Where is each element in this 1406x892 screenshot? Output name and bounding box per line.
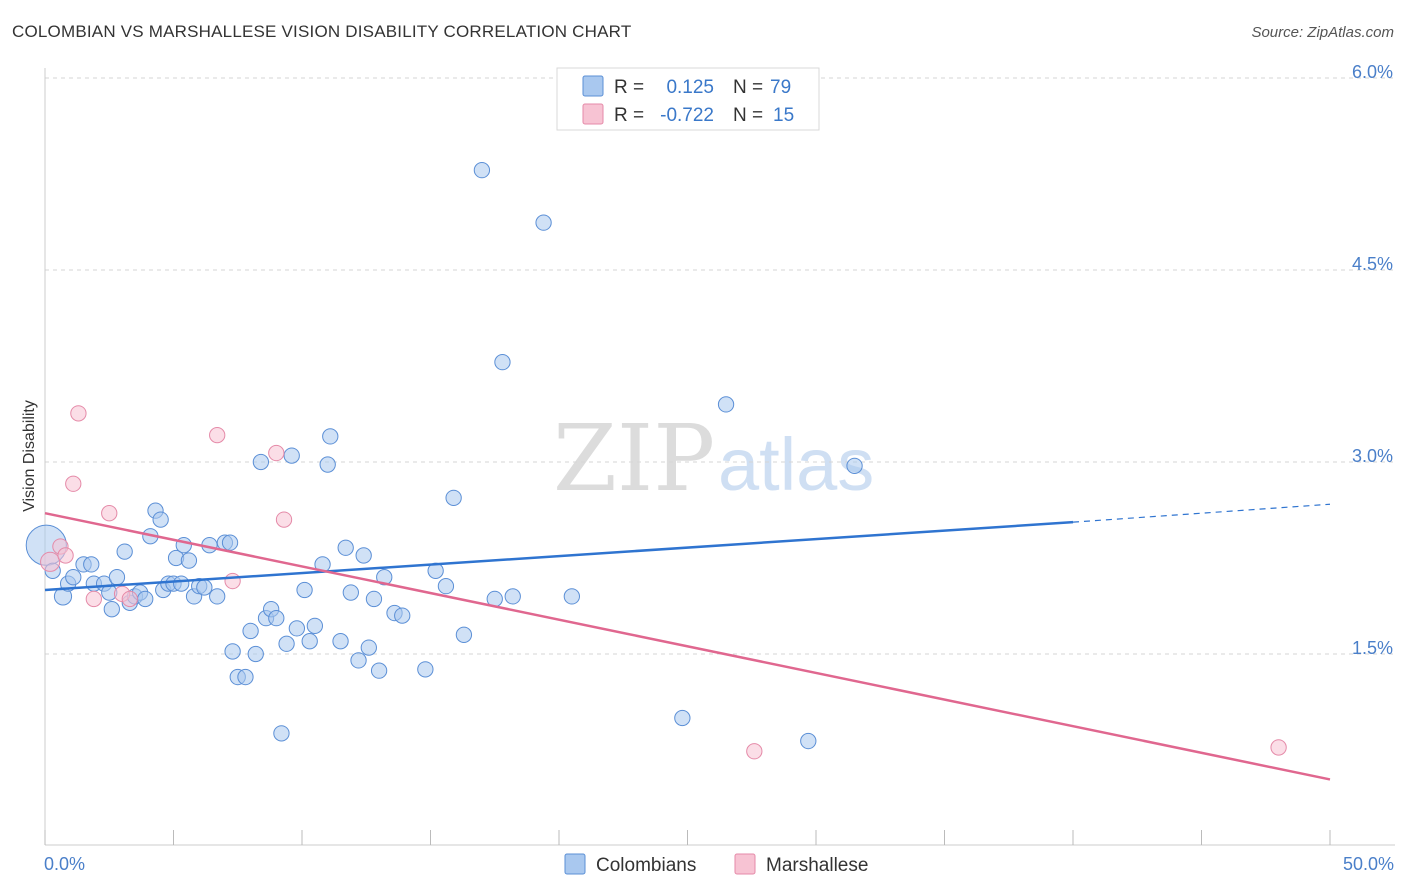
x-tick-label-max: 50.0%	[1343, 854, 1394, 874]
trend-line-colombians-extension	[1072, 503, 1331, 523]
y-axis-label: Vision Disability	[21, 400, 38, 512]
point-colombians-47	[296, 581, 313, 599]
legend-n-value-colombians: 79	[770, 77, 791, 98]
point-colombians-68	[455, 626, 473, 643]
point-colombians-73	[535, 214, 552, 231]
point-colombians-49	[306, 617, 324, 634]
source-text: Source: ZipAtlas.com	[1251, 24, 1394, 41]
bottom-legend-swatch-marshallese	[734, 853, 756, 875]
point-colombians-48	[301, 633, 318, 650]
point-colombians-75	[674, 709, 691, 727]
point-marshallese-2	[57, 547, 74, 564]
point-colombians-42	[268, 610, 285, 627]
point-colombians-51	[319, 456, 336, 473]
legend-r-label-marshallese: R =	[614, 105, 644, 126]
point-colombians-72	[504, 588, 521, 605]
legend-r-value-marshallese: -0.722	[660, 105, 714, 126]
point-colombians-64	[417, 661, 434, 678]
bottom-legend-label-colombians: Colombians	[596, 855, 696, 876]
point-colombians-33	[221, 534, 239, 551]
point-marshallese-3	[65, 475, 82, 492]
point-colombians-6	[83, 556, 100, 573]
point-marshallese-4	[70, 405, 87, 422]
y-tick-label-3: 6.0%	[1352, 62, 1393, 82]
point-colombians-63	[394, 607, 411, 624]
point-colombians-56	[350, 652, 367, 669]
trend-lines	[44, 503, 1331, 781]
chart-title: COLOMBIAN VS MARSHALLESE VISION DISABILI…	[12, 22, 632, 41]
point-marshallese-5	[85, 590, 102, 608]
data-points	[25, 162, 1287, 760]
point-colombians-69	[473, 162, 491, 179]
x-axis-ticks	[44, 830, 1331, 845]
grid-lines	[45, 77, 1395, 655]
point-colombians-58	[360, 639, 377, 656]
point-colombians-52	[322, 428, 339, 445]
point-colombians-55	[342, 584, 359, 601]
point-marshallese-12	[275, 511, 293, 528]
point-colombians-74	[563, 588, 580, 605]
legend-box: R = 0.125 N = 79 R = -0.722 N = 15	[556, 67, 820, 131]
bottom-legend-swatch-colombians	[564, 853, 586, 875]
point-colombians-71	[494, 354, 511, 371]
point-colombians-66	[437, 578, 455, 595]
y-tick-label-0: 1.5%	[1352, 638, 1393, 658]
point-colombians-26	[180, 552, 198, 569]
legend-n-value-marshallese: 15	[773, 105, 794, 126]
point-colombians-10	[103, 601, 120, 618]
bottom-legend-label-marshallese: Marshallese	[766, 855, 868, 876]
point-colombians-54	[337, 539, 354, 556]
source-credit: Source: ZipAtlas.com	[1251, 24, 1394, 41]
point-colombians-37	[242, 622, 259, 640]
point-colombians-59	[365, 590, 383, 608]
point-colombians-77	[800, 732, 817, 750]
point-colombians-43	[273, 725, 290, 742]
point-colombians-11	[108, 569, 126, 586]
point-colombians-61	[376, 569, 393, 586]
bottom-legend: Colombians Marshallese	[564, 853, 868, 876]
legend-n-label-marshallese: N =	[733, 105, 763, 126]
point-colombians-57	[355, 547, 372, 564]
legend-n-label-colombians: N =	[733, 77, 763, 98]
point-colombians-78	[846, 457, 863, 474]
point-colombians-12	[116, 543, 133, 560]
point-colombians-46	[288, 620, 306, 637]
point-marshallese-0	[40, 551, 61, 572]
point-colombians-19	[152, 511, 169, 528]
point-colombians-76	[717, 396, 735, 413]
point-colombians-44	[278, 635, 295, 652]
point-marshallese-8	[121, 590, 138, 608]
trend-line-colombians	[44, 520, 1074, 592]
point-marshallese-9	[209, 426, 226, 444]
legend-r-value-colombians: 0.125	[666, 77, 714, 98]
point-marshallese-10	[224, 572, 241, 590]
point-colombians-34	[224, 643, 241, 660]
watermark-zip: ZIP	[553, 405, 715, 512]
point-colombians-31	[209, 588, 226, 605]
point-colombians-16	[137, 590, 154, 608]
point-colombians-60	[370, 662, 388, 679]
x-tick-label-min: 0.0%	[44, 854, 85, 874]
point-colombians-53	[332, 633, 349, 650]
y-axis-tick-labels: 1.5% 3.0% 4.5% 6.0%	[1352, 62, 1393, 658]
point-marshallese-6	[101, 505, 118, 522]
legend-r-label-colombians: R =	[614, 77, 644, 98]
legend-swatch-colombians	[582, 75, 604, 97]
trend-line-marshallese	[44, 511, 1331, 781]
point-colombians-45	[283, 447, 300, 464]
y-tick-label-2: 4.5%	[1352, 254, 1393, 274]
point-marshallese-13	[746, 743, 763, 760]
point-colombians-4	[65, 569, 82, 586]
point-colombians-24	[173, 575, 190, 592]
point-colombians-29	[196, 579, 213, 596]
legend-swatch-marshallese	[582, 103, 604, 125]
point-marshallese-11	[268, 444, 285, 462]
point-colombians-39	[252, 453, 270, 471]
point-colombians-36	[237, 668, 254, 686]
y-tick-label-1: 3.0%	[1352, 446, 1393, 466]
point-colombians-38	[247, 645, 264, 663]
point-marshallese-14	[1270, 739, 1287, 756]
point-colombians-67	[445, 489, 462, 506]
